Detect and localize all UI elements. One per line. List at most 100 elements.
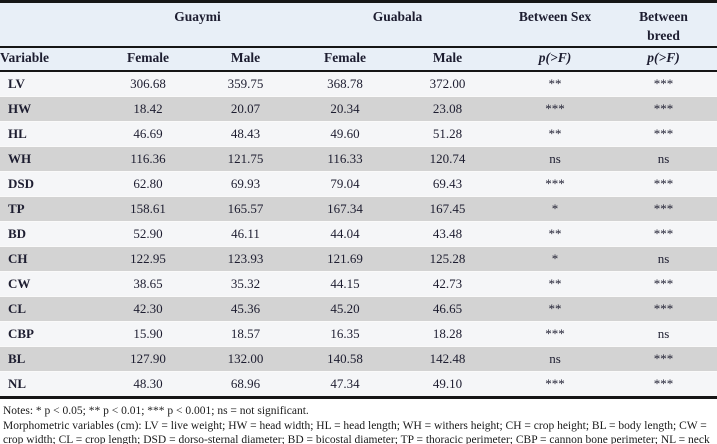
guabala-male-cell: 167.45 [395, 196, 501, 222]
table-row-hl: HL 46.69 48.43 49.60 51.28 ** *** [0, 121, 717, 147]
guabala-male-cell: 43.48 [395, 221, 501, 247]
variable-cell: HW [0, 96, 100, 122]
guaymi-female-cell: 127.90 [100, 346, 196, 372]
between-breed-cell: *** [610, 371, 717, 398]
notes-variable-definitions: Morphometric variables (cm): LV = live w… [3, 419, 710, 444]
group-header-row: Guaymi Guabala Between Sex Between breed [0, 1, 717, 48]
between-breed-cell: *** [610, 296, 717, 322]
guabala-female-cell: 20.34 [295, 96, 396, 122]
variable-cell: BD [0, 221, 100, 247]
column-header-row: Variable Female Male Female Male p(>F) p… [0, 47, 717, 72]
guaymi-male-cell: 20.07 [196, 96, 296, 122]
guaymi-female-cell: 38.65 [100, 271, 196, 297]
table-header: Guaymi Guabala Between Sex Between breed… [0, 1, 717, 72]
guaymi-male-cell: 48.43 [196, 121, 296, 147]
column-header-variable: Variable [0, 47, 100, 72]
column-header-between-sex-p: p(>F) [500, 47, 611, 72]
table-row-bd: BD 52.90 46.11 44.04 43.48 ** *** [0, 221, 717, 247]
guabala-female-cell: 79.04 [295, 171, 396, 197]
column-header-guaymi-female: Female [100, 47, 196, 72]
between-breed-cell: *** [610, 196, 717, 222]
column-header-guabala-female: Female [295, 47, 396, 72]
guabala-male-cell: 46.65 [395, 296, 501, 322]
group-header-between-breed-label: Between breed [639, 9, 688, 43]
between-breed-cell: *** [610, 171, 717, 197]
table-row-cl: CL 42.30 45.36 45.20 46.65 ** *** [0, 296, 717, 322]
between-sex-cell: ** [548, 76, 562, 91]
variable-cell: LV [8, 76, 25, 91]
guabala-female-cell: 368.78 [327, 76, 363, 91]
guabala-female-cell: 44.04 [295, 221, 396, 247]
group-header-between-breed: Between breed [610, 1, 717, 48]
between-sex-cell: ns [500, 346, 611, 372]
between-breed-cell: *** [610, 96, 717, 122]
guabala-female-cell: 121.69 [295, 246, 396, 272]
variable-cell: TP [0, 196, 100, 222]
table-row-lv: LV 306.68 359.75 368.78 372.00 ** *** [0, 71, 717, 97]
guabala-female-cell: 116.33 [295, 146, 396, 172]
guabala-male-cell: 49.10 [395, 371, 501, 398]
guaymi-male-cell: 45.36 [196, 296, 296, 322]
group-header-empty [0, 1, 100, 48]
guabala-female-cell: 16.35 [295, 321, 396, 347]
group-header-guaymi: Guaymi [100, 1, 296, 48]
table-body: LV 306.68 359.75 368.78 372.00 ** *** HW… [0, 71, 717, 398]
guabala-male-cell: 51.28 [395, 121, 501, 147]
guaymi-female-cell: 116.36 [100, 146, 196, 172]
guabala-female-cell: 49.60 [295, 121, 396, 147]
table-row-hw: HW 18.42 20.07 20.34 23.08 *** *** [0, 96, 717, 122]
table-row-dsd: DSD 62.80 69.93 79.04 69.43 *** *** [0, 171, 717, 197]
guaymi-male-cell: 359.75 [227, 76, 264, 91]
variable-cell: NL [0, 371, 100, 398]
variable-cell: HL [0, 121, 100, 147]
between-sex-cell: ** [500, 296, 611, 322]
guabala-male-cell: 142.48 [395, 346, 501, 372]
variable-cell: WH [0, 146, 100, 172]
variable-cell: CW [0, 271, 100, 297]
variable-cell: CBP [0, 321, 100, 347]
between-breed-cell: *** [610, 221, 717, 247]
between-breed-cell: *** [610, 346, 717, 372]
between-sex-cell: ** [500, 121, 611, 147]
guabala-male-cell: 120.74 [395, 146, 501, 172]
guaymi-female-cell: 46.69 [100, 121, 196, 147]
guaymi-male-cell: 69.93 [196, 171, 296, 197]
guaymi-male-cell: 18.57 [196, 321, 296, 347]
guaymi-female-cell: 122.95 [100, 246, 196, 272]
guabala-female-cell: 140.58 [295, 346, 396, 372]
guabala-female-cell: 45.20 [295, 296, 396, 322]
between-breed-cell: ns [610, 146, 717, 172]
between-sex-cell: *** [500, 371, 611, 398]
table-row-cbp: CBP 15.90 18.57 16.35 18.28 *** ns [0, 321, 717, 347]
guaymi-male-cell: 165.57 [196, 196, 296, 222]
between-breed-cell: *** [653, 76, 674, 91]
guaymi-male-cell: 46.11 [196, 221, 296, 247]
guabala-male-cell: 18.28 [395, 321, 501, 347]
between-breed-cell: *** [610, 271, 717, 297]
between-sex-cell: *** [500, 171, 611, 197]
table-row-nl: NL 48.30 68.96 47.34 49.10 *** *** [0, 371, 717, 398]
guaymi-female-cell: 15.90 [100, 321, 196, 347]
notes-significance: Notes: * p < 0.05; ** p < 0.01; *** p < … [3, 405, 309, 417]
between-sex-cell: ns [500, 146, 611, 172]
column-header-between-breed-p: p(>F) [610, 47, 717, 72]
between-breed-cell: ns [610, 246, 717, 272]
guaymi-male-cell: 35.32 [196, 271, 296, 297]
guaymi-female-cell: 62.80 [100, 171, 196, 197]
guabala-female-cell: 44.15 [295, 271, 396, 297]
table-notes: Notes: * p < 0.05; ** p < 0.01; *** p < … [0, 399, 717, 444]
between-sex-cell: * [500, 196, 611, 222]
guabala-male-cell: 23.08 [395, 96, 501, 122]
variable-cell: DSD [0, 171, 100, 197]
guaymi-female-cell: 52.90 [100, 221, 196, 247]
guabala-male-cell: 125.28 [395, 246, 501, 272]
between-sex-cell: *** [500, 321, 611, 347]
guaymi-female-cell: 42.30 [100, 296, 196, 322]
column-header-guaymi-male: Male [196, 47, 296, 72]
table-row-wh: WH 116.36 121.75 116.33 120.74 ns ns [0, 146, 717, 172]
variable-cell: CH [0, 246, 100, 272]
table-row-bl: BL 127.90 132.00 140.58 142.48 ns *** [0, 346, 717, 372]
between-sex-cell: * [500, 246, 611, 272]
table-row-cw: CW 38.65 35.32 44.15 42.73 ** *** [0, 271, 717, 297]
